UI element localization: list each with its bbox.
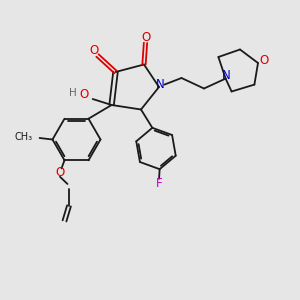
Text: O: O [80,88,88,101]
Text: H: H [69,88,76,98]
Text: O: O [56,166,64,179]
Text: O: O [141,31,150,44]
Text: F: F [156,177,162,190]
Text: N: N [222,69,231,82]
Text: O: O [260,54,268,67]
Text: CH₃: CH₃ [14,132,32,142]
Text: O: O [90,44,99,57]
Text: N: N [156,78,165,92]
